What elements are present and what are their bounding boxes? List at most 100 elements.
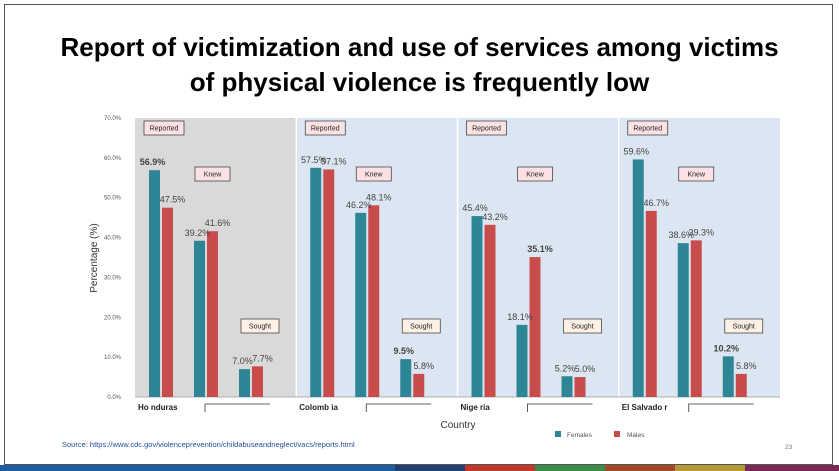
group-callout-label: Knew bbox=[365, 172, 383, 179]
bar-female bbox=[677, 243, 689, 397]
bar-female bbox=[239, 369, 250, 397]
value-label-female: 59.6% bbox=[623, 146, 649, 156]
group-callout-label: Knew bbox=[687, 172, 705, 179]
group-callout-box bbox=[304, 120, 346, 136]
footer-segment bbox=[535, 465, 605, 471]
bar-female bbox=[561, 376, 573, 397]
bar-male bbox=[484, 224, 496, 397]
group-callout-label: Knew bbox=[526, 172, 544, 179]
bar-male bbox=[645, 210, 657, 397]
value-label-female: 46.2% bbox=[346, 200, 372, 210]
country-label: Colomb ia bbox=[299, 403, 338, 412]
group-callout-box bbox=[517, 166, 553, 182]
value-label-male: 46.7% bbox=[643, 198, 669, 208]
footer-segment bbox=[605, 465, 675, 471]
x-axis-label: Country bbox=[440, 420, 475, 431]
value-label-male: 5.0% bbox=[575, 364, 596, 374]
country-bracket bbox=[527, 403, 593, 412]
bar-male bbox=[690, 240, 702, 397]
title-line-1: Report of victimization and use of servi… bbox=[60, 32, 779, 62]
value-label-female: 57.5% bbox=[301, 155, 327, 165]
bar-male bbox=[162, 207, 173, 397]
y-axis-label: Percentage (%) bbox=[89, 223, 100, 292]
group-callout-box bbox=[194, 166, 231, 182]
footer-segment bbox=[395, 465, 465, 471]
group-callout-box bbox=[678, 166, 715, 182]
y-tick-label: 20.0% bbox=[104, 315, 122, 321]
bar-male bbox=[413, 373, 425, 397]
country-label: Nige ria bbox=[461, 403, 491, 412]
footer-segment bbox=[0, 465, 395, 471]
group-callout-label: Reported bbox=[633, 126, 662, 133]
value-label-female: 56.9% bbox=[140, 157, 166, 167]
group-callout-box bbox=[724, 318, 764, 334]
country-bracket bbox=[365, 403, 432, 412]
value-label-female: 10.2% bbox=[713, 343, 739, 353]
group-callout-box bbox=[143, 120, 185, 136]
legend-label-females: Females bbox=[567, 432, 593, 439]
y-tick-label: 40.0% bbox=[104, 236, 122, 242]
bar-female bbox=[400, 359, 412, 397]
group-callout-box bbox=[627, 120, 669, 136]
value-label-male: 48.1% bbox=[366, 192, 392, 202]
value-label-female: 5.2% bbox=[555, 363, 576, 373]
value-label-male: 5.8% bbox=[736, 361, 757, 371]
bar-male bbox=[252, 366, 263, 397]
country-bracket bbox=[688, 403, 754, 412]
footer-segment bbox=[745, 465, 839, 471]
country-label: El Salvado r bbox=[622, 403, 668, 412]
footer-segment bbox=[465, 465, 535, 471]
value-label-male: 7.7% bbox=[252, 353, 273, 363]
group-callout-label: Sought bbox=[733, 324, 755, 331]
bar-female bbox=[632, 159, 644, 397]
value-label-female: 9.5% bbox=[393, 346, 414, 356]
value-label-male: 39.3% bbox=[688, 227, 714, 237]
bar-male bbox=[323, 169, 335, 397]
value-label-female: 45.4% bbox=[462, 203, 488, 213]
y-tick-label: 30.0% bbox=[104, 275, 122, 281]
value-label-male: 41.6% bbox=[205, 218, 231, 228]
group-callout-box bbox=[355, 166, 392, 182]
y-tick-label: 50.0% bbox=[104, 196, 122, 202]
group-callout-box bbox=[466, 120, 507, 136]
bar-male bbox=[207, 231, 218, 397]
value-label-male: 5.8% bbox=[413, 361, 434, 371]
title-line-2: of physical violence is frequently low bbox=[189, 67, 650, 97]
bar-female bbox=[310, 167, 322, 397]
value-label-female: 39.2% bbox=[185, 228, 211, 238]
country-label: Ho nduras bbox=[138, 403, 178, 412]
slide-frame bbox=[4, 4, 833, 465]
group-callout-box bbox=[563, 318, 602, 334]
legend-swatch-females bbox=[555, 431, 561, 437]
bar-male bbox=[735, 373, 747, 397]
bar-female bbox=[722, 356, 734, 397]
bar-female bbox=[516, 324, 528, 397]
country-bracket bbox=[204, 403, 270, 412]
value-label-male: 35.1% bbox=[527, 244, 553, 254]
value-label-female: 38.6% bbox=[668, 230, 694, 240]
bar-female bbox=[194, 240, 205, 397]
bar-female bbox=[355, 212, 367, 397]
group-callout-box bbox=[240, 318, 280, 334]
value-label-female: 7.0% bbox=[232, 356, 253, 366]
bar-male bbox=[529, 257, 541, 397]
y-tick-label: 0.0% bbox=[107, 395, 121, 401]
slide-title: Report of victimization and use of servi… bbox=[10, 30, 829, 100]
group-callout-label: Reported bbox=[311, 126, 340, 133]
value-label-male: 57.1% bbox=[321, 156, 347, 166]
group-callout-label: Sought bbox=[410, 324, 432, 331]
value-label-male: 43.2% bbox=[482, 212, 508, 222]
bar-female bbox=[149, 170, 160, 397]
value-label-male: 47.5% bbox=[160, 195, 186, 205]
group-callout-label: Sought bbox=[249, 324, 271, 331]
page-number: 23 bbox=[785, 444, 793, 451]
bar-female bbox=[471, 216, 483, 397]
value-label-female: 18.1% bbox=[507, 312, 533, 322]
legend-label-males: Males bbox=[627, 432, 645, 439]
group-callout-label: Reported bbox=[150, 126, 179, 133]
footer-color-bar bbox=[0, 465, 839, 471]
legend-swatch-males bbox=[614, 431, 620, 437]
bar-male bbox=[368, 205, 380, 397]
bar-male bbox=[574, 377, 586, 397]
